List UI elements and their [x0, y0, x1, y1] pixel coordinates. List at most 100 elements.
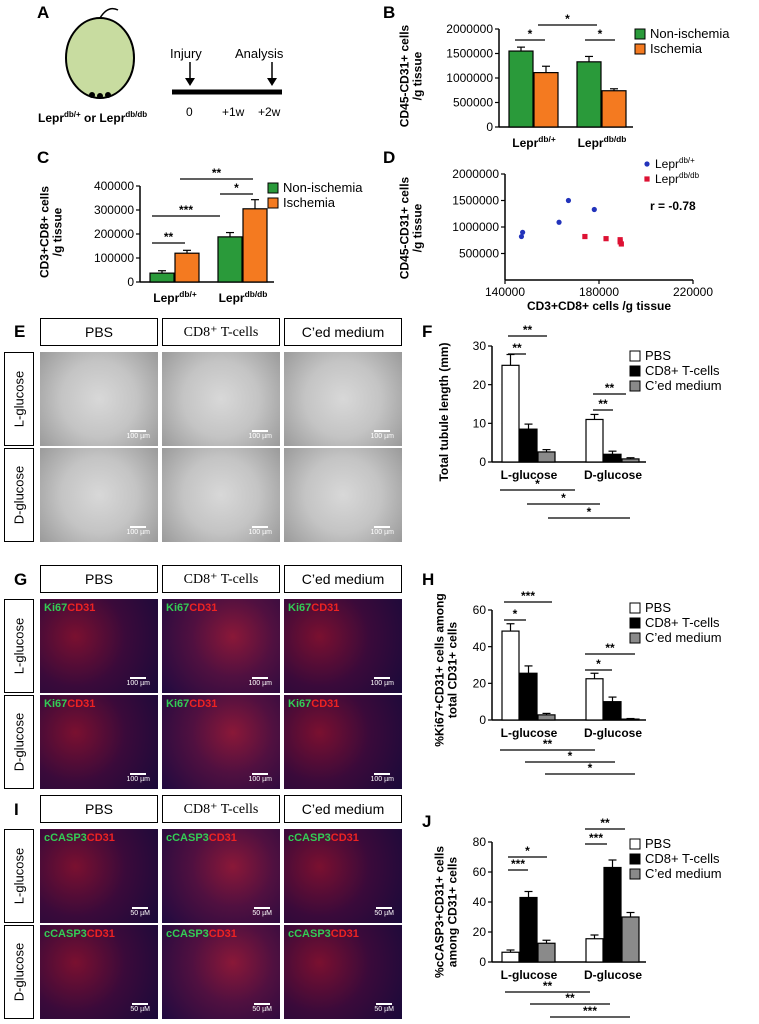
stain-label: cCASP3CD31	[44, 928, 115, 940]
y-tick-label: 40	[473, 895, 487, 909]
legend-label: PBS	[645, 600, 671, 615]
y-tick-label: 100000	[94, 251, 134, 265]
panel-label-b: B	[383, 3, 396, 22]
bar	[217, 236, 243, 283]
legend-label: PBS	[645, 836, 671, 851]
y-axis-label: CD45-CD31+ cells/g tissue	[397, 24, 424, 127]
timepoint-1w: +1w	[222, 105, 245, 119]
column-header: C’ed medium	[284, 318, 402, 346]
significance-label: **	[598, 397, 608, 411]
significance-label: ***	[521, 589, 535, 603]
bar	[519, 672, 538, 721]
panel-label-c: C	[37, 148, 50, 167]
y-tick-label: 80	[473, 835, 487, 849]
y-tick-label: 300000	[94, 203, 134, 217]
image-grid-e: PBS CD8⁺ T-cells C’ed medium L-glucose 100 µ…	[0, 318, 420, 548]
y-tick-label: 500000	[453, 96, 493, 110]
y-tick-label: 2000000	[452, 167, 499, 181]
y-tick-label: 40	[473, 640, 487, 654]
y-tick-label: 0	[479, 713, 486, 727]
scale-bar: 100 µm	[127, 773, 150, 783]
y-tick-label: 200000	[94, 227, 134, 241]
micrograph-image: 100 µm	[162, 448, 280, 542]
y-tick-label: 20	[473, 378, 487, 392]
y-tick-label: 0	[479, 955, 486, 969]
legend-marker	[644, 176, 650, 182]
correlation-annotation: r = -0.78	[650, 199, 696, 213]
significance-label: **	[543, 979, 553, 993]
y-axis-label: %cCASP3+CD31+ cellsamong CD31+ cells	[432, 846, 459, 978]
legend-label: CD8+ T-cells	[645, 363, 720, 378]
stain-label: cCASP3CD31	[166, 928, 237, 940]
chart-f: 0 10 20 30 L-glucose D-glucose Total tubule le…	[437, 323, 722, 519]
bar	[603, 701, 622, 721]
legend-swatch	[629, 602, 641, 614]
scale-bar: 100 µm	[127, 430, 150, 440]
chart-h: 0 20 40 60 L-glucose D-glucose %Ki67+CD31+ cel…	[432, 589, 721, 775]
row-header: D-glucose	[4, 695, 34, 789]
x-axis-label: CD3+CD8+ cells /g tissue	[527, 299, 671, 313]
y-tick-label: 60	[473, 603, 487, 617]
bar	[585, 678, 604, 721]
legend-swatch	[629, 617, 641, 629]
chart-c: 0 100000 200000 300000 400000 Leprdb/+ Leprdb/…	[40, 166, 363, 305]
bar	[519, 428, 538, 463]
bar	[621, 458, 640, 463]
column-header: CD8⁺ T-cells	[162, 565, 280, 593]
column-header: CD8⁺ T-cells	[162, 318, 280, 346]
bar	[242, 208, 268, 283]
data-point	[518, 233, 525, 240]
significance-label: *	[525, 844, 530, 858]
significance-label: **	[565, 991, 575, 1005]
legend-label: Ischemia	[650, 41, 703, 56]
bar	[576, 61, 602, 128]
row-header: L-glucose	[4, 599, 34, 693]
significance-label: ***	[179, 203, 193, 217]
stain-label: cCASP3CD31	[288, 832, 359, 844]
stain-label: cCASP3CD31	[166, 832, 237, 844]
y-axis-label: Total tubule length (mm)	[437, 342, 451, 481]
y-tick-label: 1000000	[452, 220, 499, 234]
panel-label-e: E	[14, 322, 26, 341]
scale-bar: 100 µm	[249, 526, 272, 536]
significance-label: **	[512, 341, 522, 355]
significance-label: *	[528, 27, 533, 41]
category-label: Leprdb/db	[578, 134, 627, 150]
scale-bar: 100 µm	[127, 677, 150, 687]
micrograph-image: Ki67CD31 100 µm	[40, 599, 158, 693]
timepoint-2w: +2w	[258, 105, 281, 119]
scale-bar: 100 µm	[371, 430, 394, 440]
y-tick-label: 1500000	[446, 47, 493, 61]
y-tick-label: 0	[486, 120, 493, 134]
micrograph-image: Ki67CD31 100 µm	[162, 695, 280, 789]
bar	[501, 630, 520, 721]
y-axis-label: %Ki67+CD31+ cells amongtotal CD31+ cells	[432, 593, 459, 746]
mouse-body	[65, 17, 135, 99]
y-tick-label: 0	[127, 275, 134, 289]
column-header: CD8⁺ T-cells	[162, 795, 280, 823]
data-point	[565, 197, 572, 204]
bar	[601, 90, 627, 128]
significance-label: ***	[589, 831, 603, 845]
micrograph-image: cCASP3CD31 50 µM	[284, 925, 402, 1019]
column-header: PBS	[40, 565, 158, 593]
y-tick-label: 2000000	[446, 22, 493, 36]
panel-label-j: J	[422, 812, 432, 831]
bar	[501, 364, 520, 463]
category-label: L-glucose	[501, 968, 558, 982]
significance-label: ***	[583, 1004, 597, 1018]
significance-label: *	[535, 477, 540, 491]
stain-label: cCASP3CD31	[44, 832, 115, 844]
micrograph-image: cCASP3CD31 50 µM	[162, 829, 280, 923]
micrograph-image: cCASP3CD31 50 µM	[40, 925, 158, 1019]
scale-bar: 50 µM	[374, 1003, 394, 1013]
legend-marker	[644, 161, 650, 167]
panel-label-d: D	[383, 148, 396, 167]
image-grid-i: PBS CD8⁺ T-cells C’ed medium L-glucose cCASP…	[0, 795, 420, 1024]
column-header: PBS	[40, 795, 158, 823]
row-header: L-glucose	[4, 352, 34, 446]
legend-label: CD8+ T-cells	[645, 615, 720, 630]
x-tick-label: 180000	[579, 285, 619, 299]
y-tick-label: 1000000	[446, 71, 493, 85]
bar	[621, 916, 640, 963]
